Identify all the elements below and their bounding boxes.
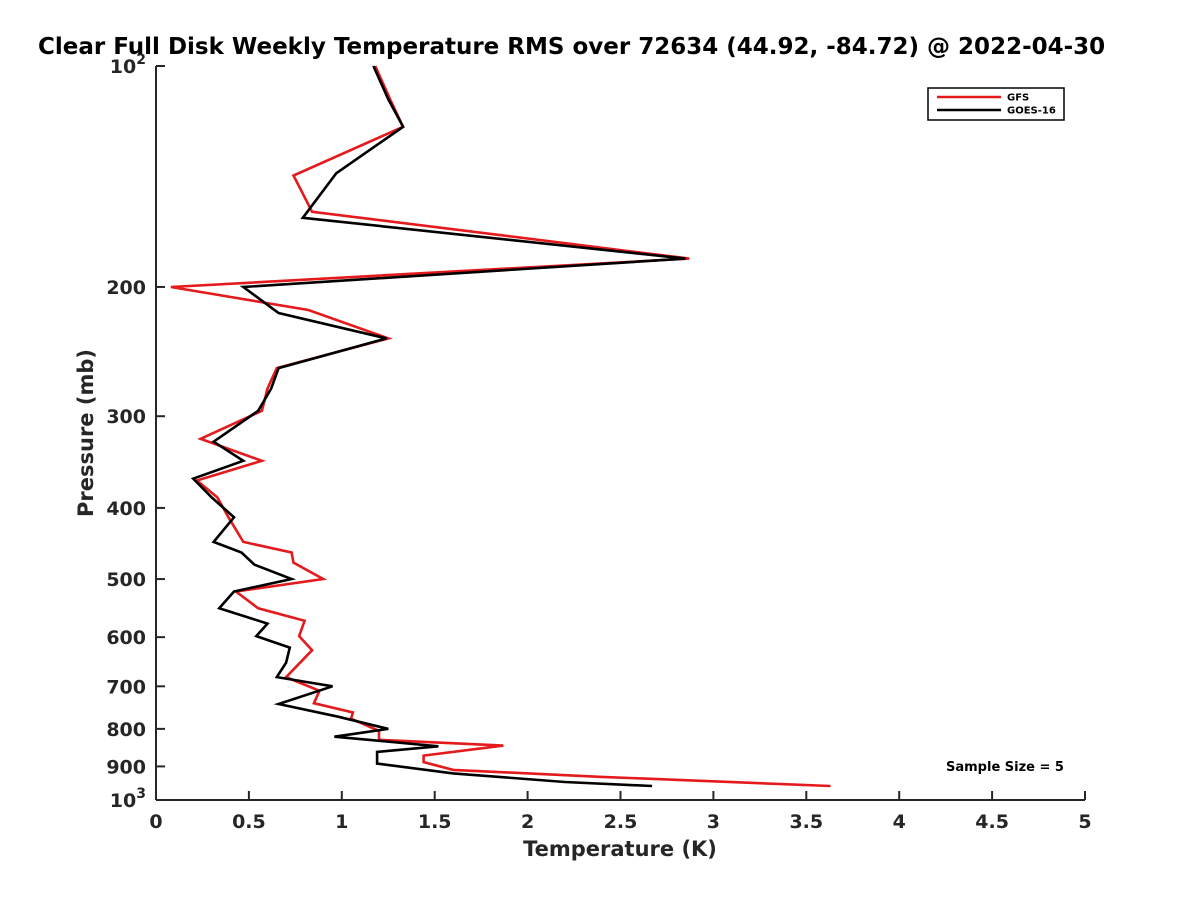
x-tick-label: 2.5 xyxy=(604,811,638,833)
sample-size-annotation: Sample Size = 5 xyxy=(946,760,1064,775)
y-tick-label: 102 xyxy=(110,52,146,78)
x-tick-label: 4 xyxy=(893,811,906,833)
x-tick-label: 0 xyxy=(149,811,162,833)
y-tick-label: 700 xyxy=(106,676,146,698)
y-axis-label: Pressure (mb) xyxy=(74,349,98,517)
x-tick-label: 3 xyxy=(707,811,720,833)
legend-box xyxy=(927,87,1065,121)
x-axis-label: Temperature (K) xyxy=(523,837,717,861)
y-tick-label: 200 xyxy=(106,277,146,299)
series-layer xyxy=(170,65,831,788)
x-tick-label: 1.5 xyxy=(418,811,452,833)
x-tick-label: 4.5 xyxy=(975,811,1009,833)
x-tick-label: 2 xyxy=(521,811,534,833)
y-tick-label: 500 xyxy=(106,569,146,591)
x-tick-label: 3.5 xyxy=(789,811,823,833)
series-line-goes-16 xyxy=(190,65,686,788)
y-tick-label: 800 xyxy=(106,719,146,741)
y-tick-label: 103 xyxy=(110,786,146,812)
x-tick-label: 1 xyxy=(335,811,348,833)
y-tick-label: 900 xyxy=(106,756,146,778)
legend-label: GOES-16 xyxy=(1007,106,1056,117)
x-tick-label: 5 xyxy=(1078,811,1091,833)
legend: GFS GOES-16 xyxy=(927,87,1065,121)
series-line-gfs xyxy=(170,65,831,788)
y-tick-label: 600 xyxy=(106,627,146,649)
chart-title: Clear Full Disk Weekly Temperature RMS o… xyxy=(38,34,1105,60)
y-tick-label: 400 xyxy=(106,498,146,520)
legend-label: GFS xyxy=(1007,93,1029,104)
x-tick-label: 0.5 xyxy=(232,811,266,833)
axes: 0 0.5 1 1.5 2 2.5 3 3.5 4 4.5 5 102 200 300 400 500 600 7… xyxy=(106,52,1091,833)
y-tick-label: 300 xyxy=(106,406,146,428)
